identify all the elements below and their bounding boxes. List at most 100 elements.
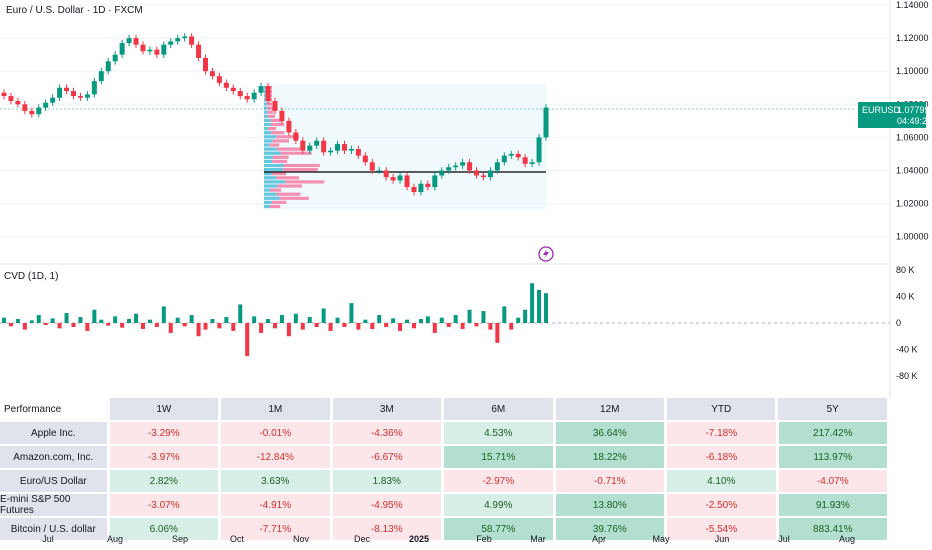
time-tick-label: Jul	[42, 534, 54, 544]
cvd-bar	[50, 318, 55, 323]
cvd-bar	[266, 319, 271, 323]
candle-body	[154, 49, 160, 55]
cvd-bar	[370, 323, 375, 329]
candle-body	[293, 132, 299, 141]
lightning-icon[interactable]	[538, 246, 554, 262]
candle-body	[133, 38, 139, 45]
candle-body	[126, 38, 132, 44]
candle-body	[536, 137, 542, 163]
vp-bar-sell	[283, 163, 320, 168]
cvd-bar	[314, 323, 319, 327]
perf-cell: 4.10%	[667, 470, 776, 492]
vp-bar-sell	[272, 155, 289, 159]
cvd-bar	[425, 316, 430, 323]
perf-cell: -3.29%	[109, 422, 219, 444]
candle-body	[376, 170, 382, 172]
candle-body	[522, 157, 528, 164]
candle-body	[480, 175, 486, 178]
vp-bar-sell	[269, 204, 281, 209]
time-tick-label: Dec	[354, 534, 371, 544]
cvd-bar	[203, 323, 208, 330]
cvd-bar	[418, 319, 423, 323]
cvd-bar	[127, 319, 132, 323]
cvd-bar	[481, 311, 486, 323]
time-axis[interactable]: Jul Aug Sep Oct Nov Dec 2025 Feb Mar Apr May Jun Jul…	[0, 528, 932, 548]
vp-bar-sell	[269, 188, 282, 192]
candle-body	[8, 96, 14, 101]
cvd-bar	[36, 315, 41, 323]
candle-body	[487, 170, 493, 178]
cvd-bar	[391, 318, 396, 323]
cvd-bar	[474, 323, 479, 327]
cvd-scale[interactable]: 80 K 40 K 0 -40 K -80 K	[896, 265, 918, 381]
table-row: Euro/US Dollar 2.82% 3.63% 1.83% -2.97% …	[0, 470, 890, 492]
time-tick-label: Oct	[230, 534, 245, 544]
vp-bar-buy	[264, 147, 277, 151]
cvd-bar	[293, 313, 298, 323]
price-chart[interactable]: 1.140001.120001.100001.080001.060001.040…	[0, 0, 932, 398]
vp-bar-buy	[264, 192, 277, 196]
cvd-bar	[64, 313, 69, 323]
time-tick-label: Aug	[839, 534, 855, 544]
cvd-bar	[356, 323, 361, 330]
vp-bar-buy	[264, 135, 277, 139]
perf-cell: 6.06%	[109, 518, 219, 540]
chart-title: Euro / U.S. Dollar · 1D · FXCM	[6, 5, 143, 16]
vp-bar-sell	[272, 139, 290, 143]
row-name: Amazon.com, Inc.	[0, 446, 107, 468]
perf-cell: 217.42%	[778, 422, 888, 444]
vp-bar-buy	[264, 102, 267, 106]
candle-body	[362, 155, 368, 163]
price-tick-label: 1.10000	[896, 66, 929, 76]
candle-body	[279, 110, 285, 121]
cvd-bars-group	[2, 283, 548, 357]
cvd-bar	[168, 323, 173, 333]
cvd-tick-label: -80 K	[896, 371, 918, 381]
candle-body	[335, 144, 341, 151]
price-tick-label: 1.12000	[896, 33, 929, 43]
candle-body	[348, 149, 354, 151]
row-name: Apple Inc.	[0, 422, 107, 444]
perf-cell: 15.71%	[444, 446, 553, 468]
cvd-bar	[411, 323, 416, 329]
candle-body	[64, 87, 70, 92]
vp-bar-sell	[271, 200, 287, 204]
vp-bar-buy	[264, 143, 270, 147]
candle-body	[161, 44, 167, 55]
indicator-label[interactable]: CVD (1D, 1)	[4, 271, 58, 282]
cvd-bar	[120, 323, 125, 328]
vp-bar-sell	[267, 102, 272, 106]
candle-body	[432, 175, 438, 188]
table-row: Bitcoin / U.S. dollar 6.06% -7.71% -8.13…	[0, 518, 890, 540]
candle-body	[251, 92, 257, 100]
cvd-bar	[189, 315, 194, 323]
cvd-bar	[71, 323, 76, 327]
vp-bar-sell	[270, 122, 284, 127]
cvd-bar	[57, 323, 62, 329]
perf-cell: 36.64%	[555, 422, 665, 444]
candle-body	[237, 91, 243, 97]
vp-bar-sell	[270, 118, 284, 122]
vp-bar-sell	[271, 172, 287, 176]
cvd-bar	[460, 323, 465, 329]
candle-body	[230, 87, 236, 92]
cvd-bar	[349, 303, 354, 323]
perf-cell: -6.18%	[667, 446, 776, 468]
cvd-bar	[231, 323, 236, 331]
candle-body	[439, 170, 445, 176]
price-tick-label: 1.02000	[896, 199, 929, 209]
vp-bar-buy	[264, 172, 272, 176]
candle-body	[112, 54, 118, 62]
perf-cell: -5.54%	[667, 518, 776, 540]
cvd-bar	[342, 323, 347, 327]
vp-bar-buy	[264, 127, 269, 131]
time-tick-label: Jul	[778, 534, 790, 544]
candle-body	[189, 36, 195, 45]
perf-col-header: 3M	[332, 398, 442, 420]
price-tick-label: 1.04000	[896, 166, 929, 176]
vp-bar-buy	[264, 151, 281, 155]
table-row: Apple Inc. -3.29% -0.01% -4.36% 4.53% 36…	[0, 422, 890, 444]
vp-bar-buy	[264, 196, 280, 200]
price-tick-label: 1.06000	[896, 132, 929, 142]
perf-col-header: 1M	[221, 398, 330, 420]
